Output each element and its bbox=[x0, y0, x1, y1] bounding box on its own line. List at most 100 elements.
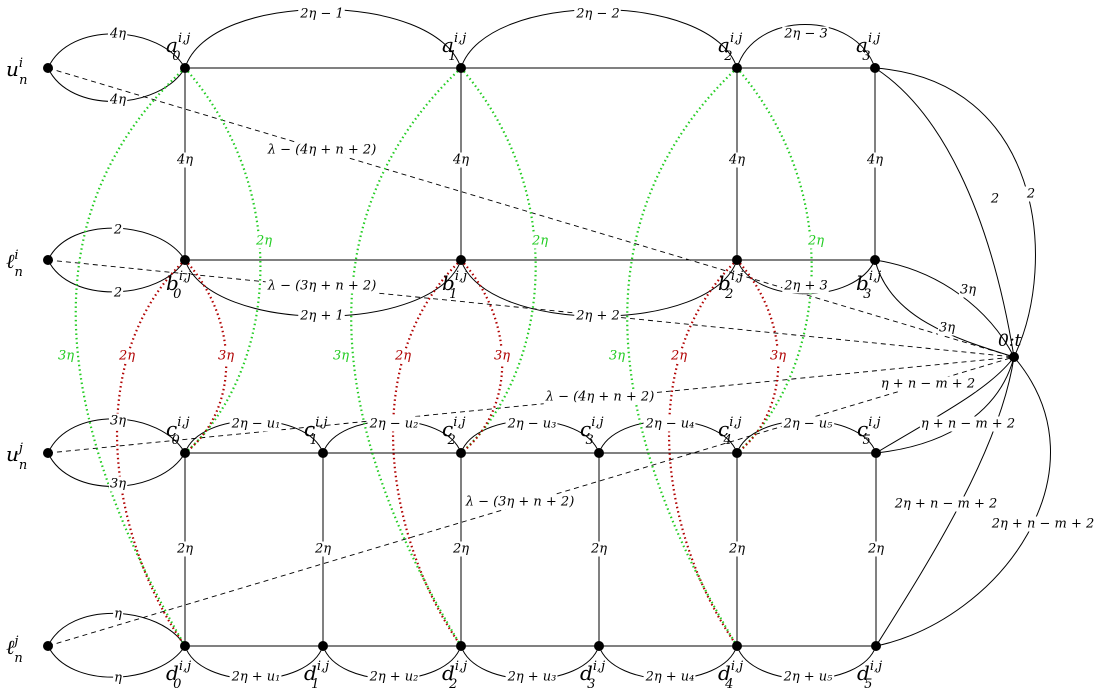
node-label-a3: ai,j 3 bbox=[856, 31, 880, 64]
label-c4-d4: 2η bbox=[728, 542, 745, 557]
node-unj bbox=[43, 448, 53, 458]
label-c5-d5: 2η bbox=[867, 542, 884, 557]
label-lnj-d0-top: η bbox=[114, 607, 122, 622]
node-d0 bbox=[180, 641, 190, 651]
label-d5-t-1: 2η + n − m + 2 bbox=[894, 497, 998, 512]
node-label-a1: ai,j 1 bbox=[442, 31, 466, 64]
label-a2-a3: 2η − 3 bbox=[783, 27, 828, 42]
node-uni bbox=[43, 63, 53, 73]
label-a2-b2: 4η bbox=[728, 153, 745, 168]
arc-a3-t-2 bbox=[875, 68, 1035, 357]
label-c1-c2: 2η − u₂ bbox=[369, 417, 419, 432]
label-b3-t-2: 3η bbox=[939, 321, 955, 336]
node-d1 bbox=[318, 641, 328, 651]
node-label-c2: ci,j 2 bbox=[442, 415, 466, 448]
label-unj-t: λ − (4η + n + 2) bbox=[545, 390, 655, 405]
node-a0 bbox=[180, 63, 190, 73]
node-a3 bbox=[870, 63, 880, 73]
label-c1-d1: 2η bbox=[314, 542, 331, 557]
node-c5 bbox=[871, 448, 881, 458]
node-label-c1: ci,j 1 bbox=[304, 415, 328, 448]
node-label-a2: ai,j 2 bbox=[718, 31, 742, 64]
label-a0-b0: 4η bbox=[176, 153, 193, 168]
label-b2-b3: 2η + 3 bbox=[783, 279, 828, 294]
label-green-outer-2: 3η bbox=[609, 349, 625, 364]
label-d1-d2: 2η + u₂ bbox=[369, 670, 419, 685]
label-lni-b0-bot: 2 bbox=[113, 286, 122, 301]
arc-a3-t-1 bbox=[875, 68, 1014, 357]
node-d5 bbox=[871, 641, 881, 651]
label-green-outer-0: 3η bbox=[58, 349, 74, 364]
node-c2 bbox=[456, 448, 466, 458]
label-c2-c3: 2η − u₃ bbox=[507, 417, 557, 432]
label-c4-c5: 2η − u₅ bbox=[783, 417, 834, 432]
node-c3 bbox=[594, 448, 604, 458]
label-green-inner-2: 2η bbox=[807, 234, 824, 249]
grid-edges bbox=[48, 10, 1050, 680]
label-d3-d4: 2η + u₄ bbox=[645, 670, 695, 685]
node-label-b1: bi,j 1 bbox=[442, 269, 467, 302]
label-green-inner-1: 2η bbox=[531, 234, 548, 249]
node-label-unj: uj n bbox=[6, 441, 27, 473]
node-c0 bbox=[180, 448, 190, 458]
node-labels: ui n ℓi n uj n ℓj n ai,j 0 ai,j 1 ai,j 2 ai,j 3 … bbox=[6, 31, 1022, 692]
node-c1 bbox=[318, 448, 328, 458]
node-label-b0: bi,j 0 bbox=[166, 269, 191, 302]
label-uni-a0-bot: 4η bbox=[109, 93, 126, 108]
label-lni-t: λ − (3η + n + 2) bbox=[267, 279, 377, 294]
node-a2 bbox=[732, 63, 742, 73]
label-uni-a0-top: 4η bbox=[109, 27, 126, 42]
node-label-d4: di,j 4 bbox=[718, 659, 743, 692]
arc-c5-t-1 bbox=[876, 357, 1014, 453]
node-d3 bbox=[594, 641, 604, 651]
node-b2 bbox=[732, 255, 742, 265]
node-d4 bbox=[732, 641, 742, 651]
label-unj-c0-bot: 3η bbox=[110, 477, 126, 492]
node-label-a0: ai,j 0 bbox=[166, 31, 190, 64]
node-label-c0: ci,j 0 bbox=[166, 415, 190, 448]
label-a3-t-1: 2 bbox=[990, 192, 999, 207]
label-red-left-1: 2η bbox=[394, 349, 411, 364]
label-uni-t: λ − (4η + n + 2) bbox=[267, 143, 377, 158]
arc-b3-t-1 bbox=[875, 260, 1014, 357]
arc-b3-t-2 bbox=[875, 260, 1014, 357]
label-lni-b0-top: 2 bbox=[113, 223, 122, 238]
node-label-lnj: ℓj n bbox=[6, 634, 23, 666]
label-lnj-t: λ − (3η + n + 2) bbox=[465, 495, 575, 510]
node-label-b3: bi,j 3 bbox=[856, 269, 881, 302]
node-label-c4: ci,j 4 bbox=[718, 415, 742, 448]
node-label-c3: ci,j 3 bbox=[580, 415, 604, 448]
label-lnj-d0-bot: η bbox=[114, 671, 122, 686]
label-d0-d1: 2η + u₁ bbox=[231, 670, 281, 685]
label-green-outer-1: 3η bbox=[333, 349, 349, 364]
node-lnj bbox=[43, 641, 53, 651]
label-c3-c4: 2η − u₄ bbox=[645, 417, 695, 432]
red-b0-d0 bbox=[117, 260, 185, 646]
label-a1-a2: 2η − 2 bbox=[575, 7, 620, 22]
node-label-b2: bi,j 2 bbox=[718, 269, 743, 302]
node-label-lni: ℓi n bbox=[6, 248, 23, 280]
label-red-left-2: 2η bbox=[670, 349, 687, 364]
label-c5-t-2: η + n − m + 2 bbox=[921, 417, 1015, 432]
node-b1 bbox=[456, 255, 466, 265]
node-lni bbox=[43, 255, 53, 265]
label-c0-c1: 2η − u₁ bbox=[231, 417, 281, 432]
node-label-d0: di,j 0 bbox=[166, 659, 191, 692]
label-a3-b3: 4η bbox=[866, 153, 883, 168]
node-b3 bbox=[870, 255, 880, 265]
label-d4-d5: 2η + u₅ bbox=[783, 670, 834, 685]
node-c4 bbox=[732, 448, 742, 458]
nodes bbox=[43, 63, 1019, 651]
label-red-right-1: 3η bbox=[494, 349, 510, 364]
node-label-d5: di,j 5 bbox=[857, 659, 882, 692]
label-a0-a1: 2η − 1 bbox=[299, 7, 344, 22]
node-a1 bbox=[456, 63, 466, 73]
label-red-right-2: 3η bbox=[770, 349, 786, 364]
label-d2-d3: 2η + u₃ bbox=[507, 670, 557, 685]
node-d2 bbox=[456, 641, 466, 651]
node-label-t: 0:t bbox=[998, 331, 1022, 351]
node-label-uni: ui n bbox=[6, 56, 27, 88]
label-c5-t-1: η + n − m + 2 bbox=[881, 377, 975, 392]
label-c2-d2: 2η bbox=[452, 542, 469, 557]
